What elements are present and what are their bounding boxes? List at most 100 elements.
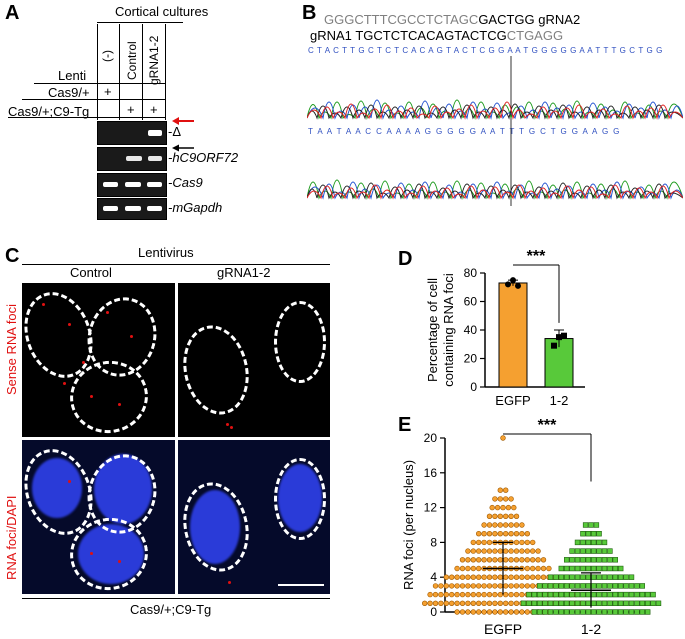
data-point [591,609,597,615]
data-point [553,591,559,598]
data-point [569,583,575,589]
data-point [585,548,591,554]
data-point [628,591,635,598]
data-point [505,504,512,511]
data-point [459,609,466,615]
data-point [524,539,531,546]
data-point [591,539,597,546]
data-point [574,591,581,598]
data-point [601,557,608,563]
data-point [623,583,629,589]
data-point [443,591,449,598]
data-point [547,609,554,615]
data-point [561,332,567,339]
data-point [639,609,645,615]
data-point [502,487,509,493]
data-point [513,548,520,554]
lane-divider [165,24,166,120]
significance-label: *** [527,248,546,265]
data-point [513,591,520,598]
panel-d-label: D [398,248,413,270]
data-point [497,600,504,607]
data-point [596,539,602,546]
data-point [475,583,482,589]
data-point [513,522,520,528]
data-point [601,591,608,598]
data-point [530,574,536,580]
data-point [513,557,520,563]
data-point [519,539,525,546]
data-point [519,557,525,563]
data-point [574,548,581,554]
data-point [601,565,608,572]
data-point [574,557,581,563]
data-point [607,591,613,598]
data-point [574,609,581,615]
data-point [596,609,602,615]
data-point [553,574,559,580]
data-point [486,583,493,589]
data-point [526,591,532,598]
data-point [475,530,482,537]
gel-strip-cas9 [97,173,167,197]
trace-bottom-bases: T A A T A A C C A A A A G G G G G A A T … [308,127,621,136]
data-point [601,583,608,589]
data-point [593,522,600,528]
data-point [497,591,504,598]
data-point [486,530,493,537]
data-point [465,574,471,580]
data-point [553,583,559,589]
data-point [618,574,624,580]
data-point [535,557,541,563]
data-point [470,539,477,546]
data-point [564,591,570,598]
y-tick-label: 8 [430,535,437,549]
data-point [459,565,466,572]
data-point [492,496,498,502]
data-point [481,539,487,546]
data-point [465,583,471,589]
data-point [508,591,514,598]
data-point [515,282,521,289]
data-point [513,530,520,537]
data-point [569,591,575,598]
data-point [502,600,509,607]
data-point [481,609,487,615]
data-point [574,574,581,580]
data-point [492,557,498,563]
data-point [546,565,552,572]
data-point [580,539,586,546]
y-tick-label: 12 [424,501,438,515]
data-point [601,609,608,615]
data-point [628,574,635,580]
panel-e-label: E [398,414,412,436]
chromatogram [307,56,683,206]
data-point [475,574,482,580]
data-point [486,539,493,546]
data-point [492,513,498,520]
data-point [511,504,517,511]
data-point [580,565,586,572]
data-point [645,600,651,606]
data-point [585,539,591,546]
data-point [564,574,570,580]
data-point [618,565,624,572]
y-axis-label-line: Percentage of cell [425,278,440,382]
y-tick-label: 20 [424,431,438,445]
data-point [601,600,608,606]
data-point [443,600,449,607]
data-point [623,591,629,598]
data-point [465,565,471,572]
data-point [465,591,471,598]
data-point [569,609,575,615]
data-point [448,600,455,607]
data-point [508,574,514,580]
data-point [526,600,532,606]
data-point [459,574,466,580]
data-point [596,557,602,563]
data-point [494,504,501,511]
data-point [524,574,531,580]
data-point [505,281,511,288]
data-point [502,557,509,563]
data-point [497,530,504,537]
